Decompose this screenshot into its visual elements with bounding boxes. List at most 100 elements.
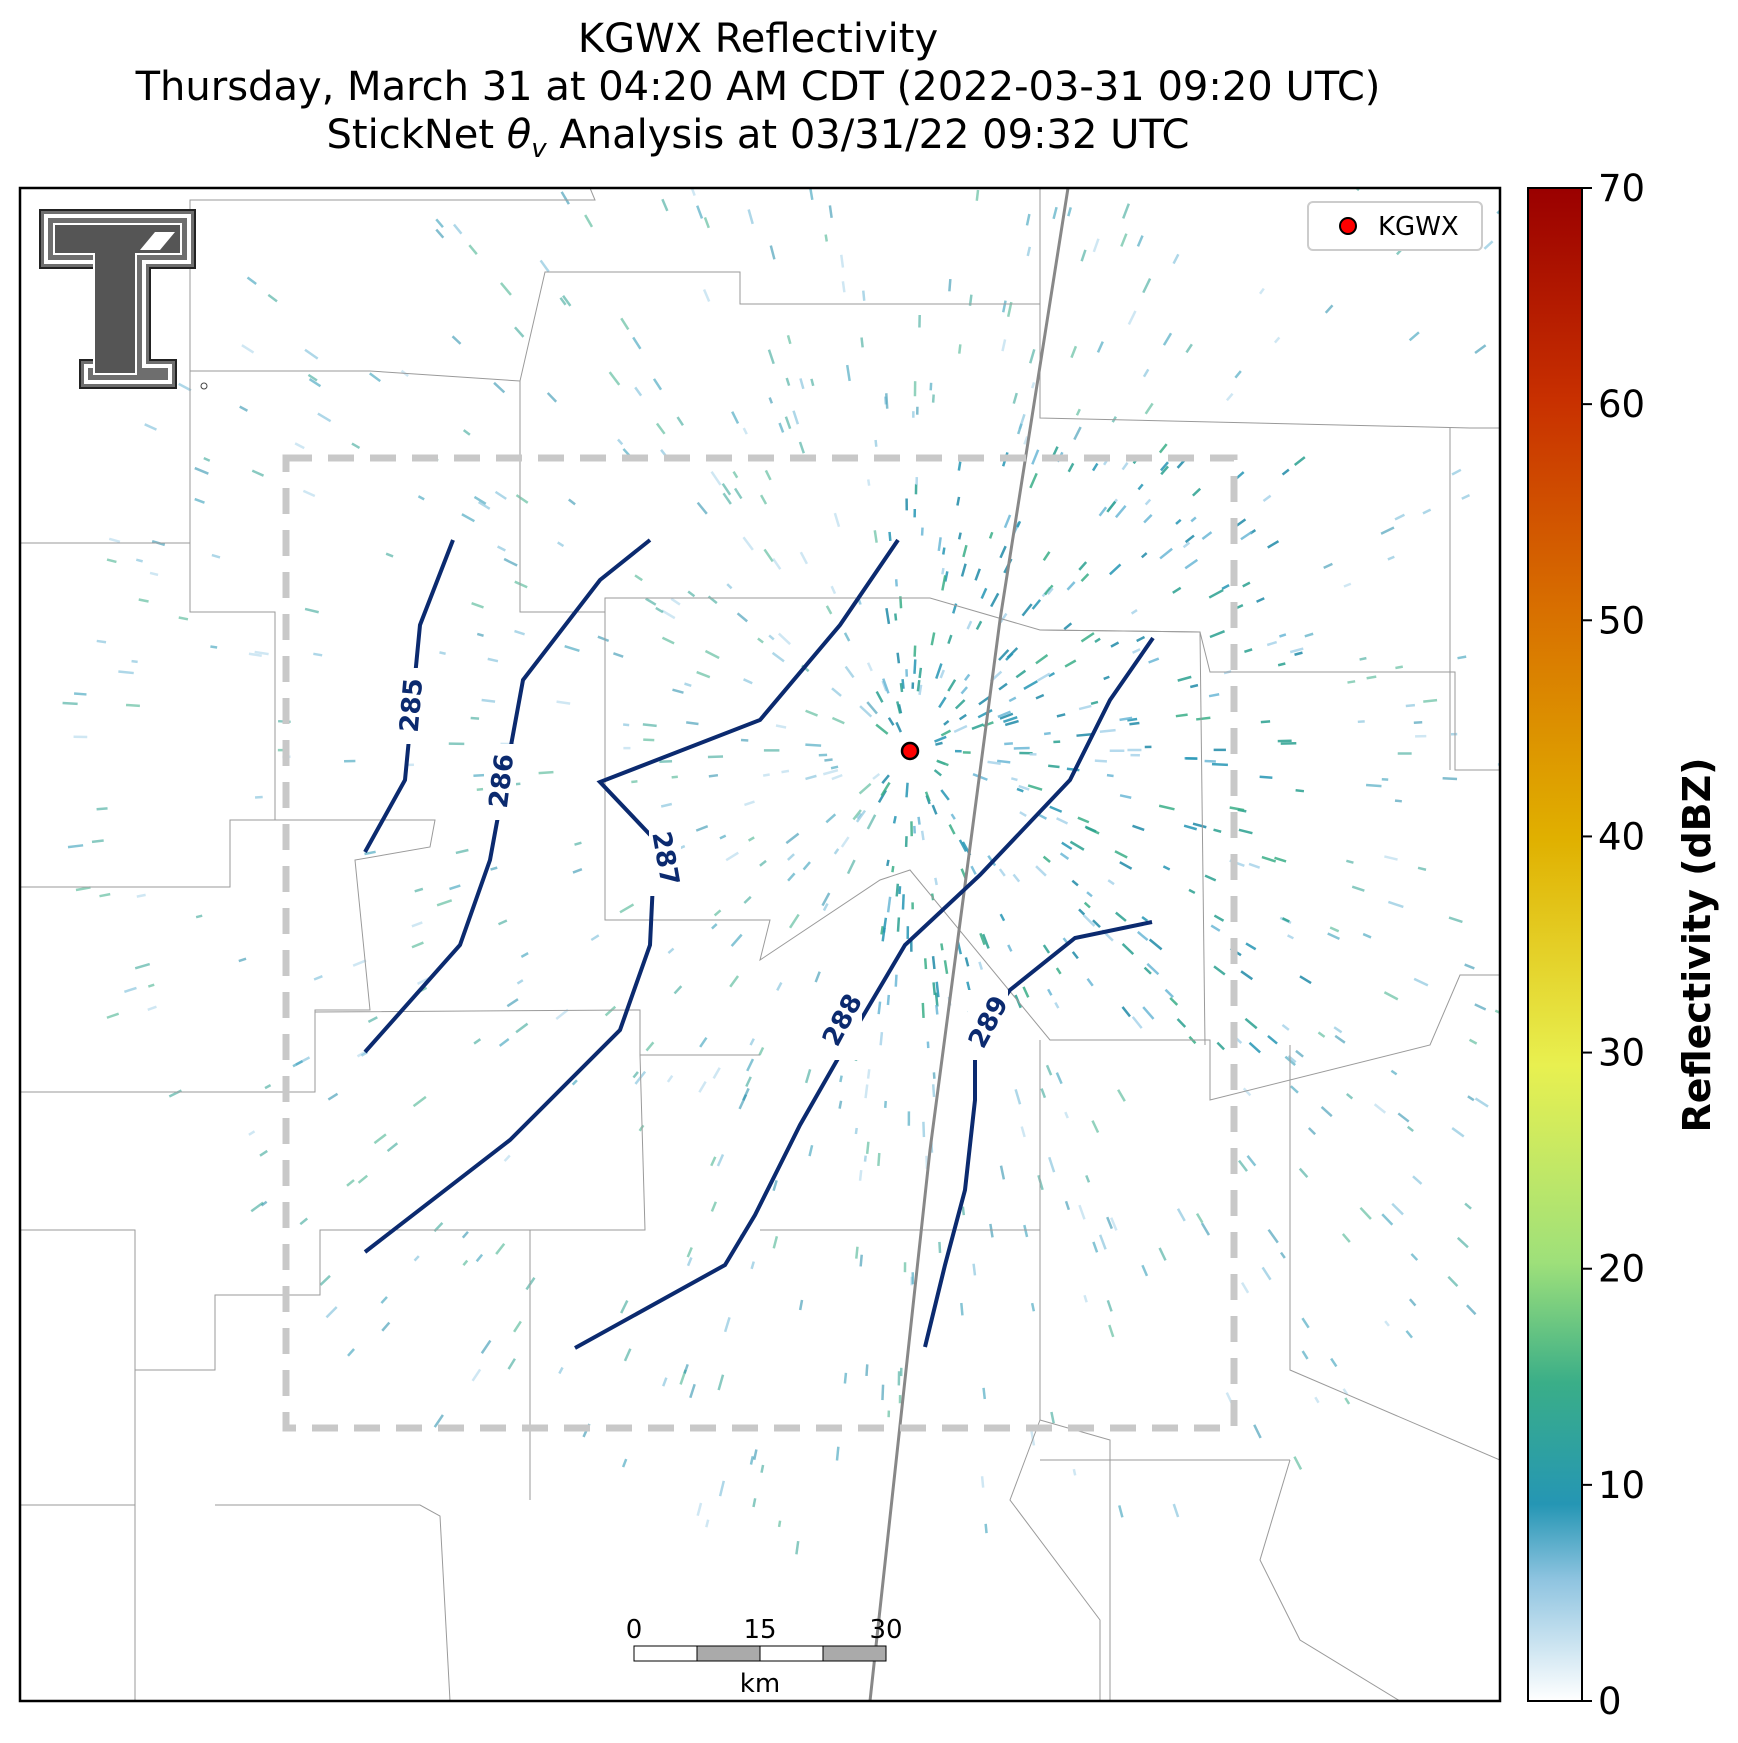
colorbar-tick-label: 60 [1598, 383, 1645, 426]
radar-echo-speckle [1159, 547, 1173, 560]
radar-echo-speckle [684, 682, 692, 687]
map-frame [18, 186, 1502, 1703]
radar-echo-speckle [138, 598, 149, 603]
radar-echo-speckle [1140, 552, 1148, 559]
radar-echo-speckle [997, 759, 1011, 764]
radar-echo-speckle [686, 1257, 693, 1267]
radar-echo-speckle [792, 410, 800, 425]
radar-echo-speckle [1387, 555, 1395, 561]
radar-echo-speckle [844, 665, 855, 679]
radar-echo-speckle [785, 377, 791, 387]
radar-echo-speckle [1225, 392, 1234, 402]
radar-echo-speckle [661, 198, 669, 212]
radar-echo-speckle [574, 841, 582, 846]
radar-echo-speckle [877, 1152, 881, 1167]
radar-echo-speckle [1240, 970, 1254, 981]
radar-echo-speckle [1256, 597, 1265, 603]
radar-echo-speckle [495, 1242, 506, 1255]
radar-echo-speckle [962, 544, 968, 558]
radar-echo-speckle [950, 813, 956, 820]
radar-echo-speckle [619, 903, 635, 914]
radar-echo-speckle [1031, 449, 1040, 465]
radar-echo-speckle [1457, 655, 1467, 660]
radar-echo-speckle [1301, 1317, 1310, 1329]
radar-echo-speckle [833, 512, 841, 528]
radar-echo-speckle [1208, 588, 1224, 599]
radar-echo-speckle [1172, 1503, 1180, 1518]
radar-echo-speckle [841, 281, 846, 293]
radar-echo-speckle [771, 651, 785, 663]
radar-echo-speckle [1048, 1156, 1056, 1173]
radar-echo-speckle [513, 1320, 522, 1333]
radar-echo-speckle [767, 349, 775, 365]
radar-echo-speckle [960, 686, 969, 695]
radar-echo-speckle [956, 496, 961, 506]
radar-echo-speckle [830, 765, 839, 770]
radar-echo-speckle [846, 859, 856, 875]
radar-echo-speckle [1259, 775, 1273, 779]
radar-echo-speckle [503, 557, 518, 567]
radar-echo-speckle [885, 393, 889, 409]
radar-echo-speckle [1067, 462, 1075, 473]
radar-echo-speckle [744, 800, 755, 807]
radar-site-marker[interactable] [900, 741, 920, 761]
radar-echo-speckle [1394, 513, 1406, 521]
radar-echo-speckle [507, 1358, 516, 1370]
radar-echo-speckle [1090, 700, 1099, 706]
radar-echo-speckle [975, 620, 983, 630]
radar-echo-speckle [1064, 659, 1077, 668]
radar-echo-speckle [1142, 1006, 1155, 1020]
radar-echo-speckle [1066, 581, 1076, 591]
radar-echo-speckle [1307, 1127, 1317, 1136]
radar-echo-speckle [999, 712, 1014, 720]
radar-echo-speckle [608, 371, 621, 386]
radar-echo-speckle [1078, 704, 1092, 711]
radar-echo-speckle [1001, 339, 1007, 352]
radar-echo-speckle [1099, 728, 1116, 734]
radar-echo-speckle [730, 933, 743, 947]
radar-echo-speckle [859, 1254, 863, 1267]
radar-echo-speckle [1468, 1038, 1478, 1045]
radar-echo-speckle [497, 545, 506, 552]
radar-echo-speckle [1182, 541, 1191, 549]
radar-echo-speckle [556, 700, 571, 705]
radar-echo-speckle [147, 983, 155, 988]
radar-echo-speckle [538, 770, 554, 775]
radar-echo-speckle [264, 1084, 272, 1090]
radar-echo-speckle [1172, 586, 1182, 594]
radar-echo-speckle [786, 853, 795, 861]
radar-echo-speckle [1110, 641, 1120, 648]
radar-echo-speckle [453, 223, 463, 235]
radar-echo-speckle [260, 1200, 268, 1207]
radar-echo-speckle [1117, 1089, 1126, 1102]
radar-echo-speckle [743, 895, 752, 904]
radar-echo-speckle [136, 893, 146, 898]
radar-echo-speckle [1048, 671, 1056, 678]
radar-echo-speckle [905, 782, 909, 798]
radar-echo-speckle [999, 612, 1008, 624]
radar-echo-speckle [1091, 462, 1099, 472]
radar-echo-speckle [238, 957, 247, 963]
radar-echo-speckle [1442, 777, 1458, 781]
radar-echo-speckle [717, 1374, 725, 1391]
radar-echo-speckle [710, 470, 722, 486]
radar-echo-speckle [1412, 1175, 1423, 1185]
radar-echo-speckle [666, 1074, 674, 1083]
radar-echo-speckle [1107, 879, 1115, 886]
radar-echo-speckle [1423, 698, 1438, 703]
radar-echo-speckle [1248, 1041, 1261, 1054]
radar-echo-speckle [1077, 816, 1090, 824]
radar-echo-speckle [942, 547, 946, 555]
radar-echo-speckle [703, 216, 710, 229]
radar-echo-speckle [546, 392, 558, 403]
radar-echo-speckle [91, 839, 104, 844]
radar-echo-speckle [896, 917, 901, 932]
radar-echo-speckle [1261, 855, 1277, 863]
radar-echo-speckle [241, 344, 255, 354]
radar-echo-speckle [1023, 436, 1029, 445]
radar-echo-speckle [1213, 828, 1222, 833]
radar-echo-speckle [1130, 609, 1138, 615]
radar-echo-speckle [99, 892, 111, 898]
radar-echo-speckle [838, 1100, 843, 1109]
radar-echo-speckle [1384, 855, 1398, 861]
